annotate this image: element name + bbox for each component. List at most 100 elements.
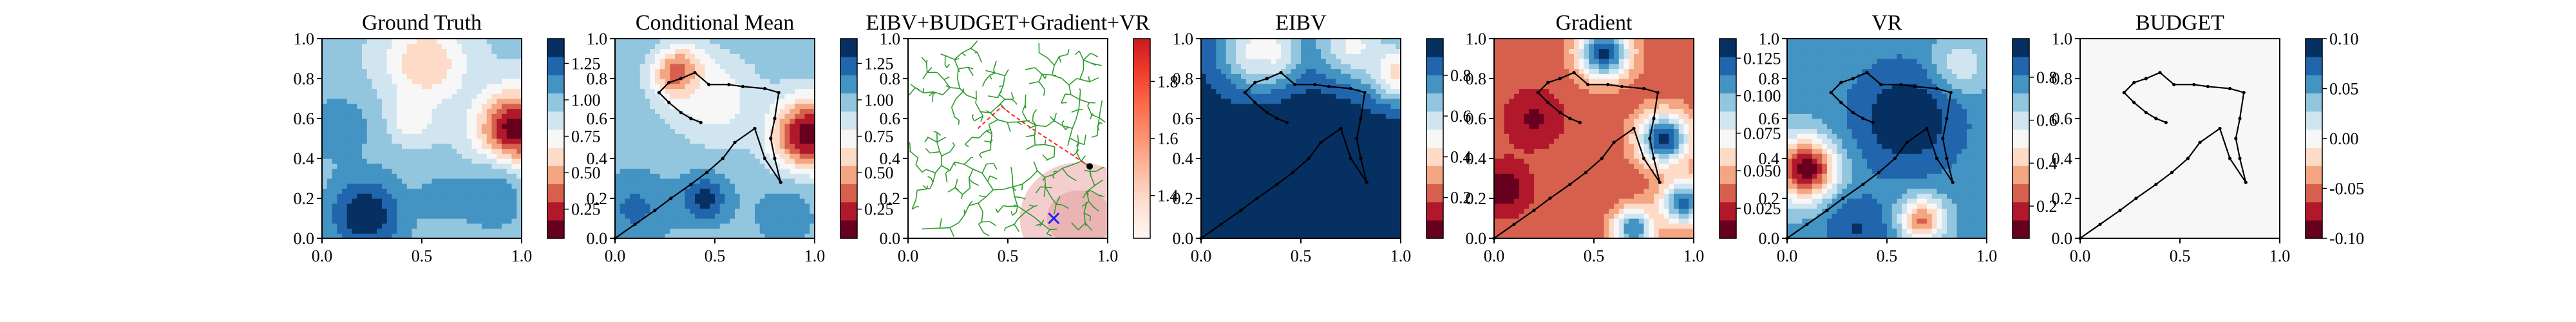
- heatmap-cell: [482, 68, 488, 74]
- heatmap-cell: [1281, 223, 1287, 229]
- heatmap-cell: [625, 188, 630, 194]
- heatmap-cell: [1231, 168, 1236, 174]
- heatmap-cell: [755, 153, 761, 159]
- heatmap-cell: [506, 213, 513, 219]
- heatmap-cell: [1285, 158, 1292, 164]
- y-tick-label: 1.0: [880, 30, 901, 48]
- heatmap-cell: [735, 88, 741, 94]
- heatmap-cell: [491, 108, 497, 114]
- heatmap-cell: [744, 143, 750, 149]
- tree-edge: [998, 104, 1001, 107]
- heatmap-cell: [1305, 188, 1312, 194]
- heatmap-cell: [790, 183, 795, 189]
- tree-edge: [933, 131, 938, 133]
- heatmap-cell: [804, 53, 810, 59]
- heatmap-cell: [784, 203, 790, 209]
- heatmap-cell: [377, 103, 383, 109]
- heatmap-cell: [426, 178, 433, 184]
- heatmap-cell: [1325, 138, 1332, 144]
- heatmap-cell: [699, 163, 706, 169]
- heatmap-cell: [1305, 108, 1312, 114]
- heatmap-cell: [715, 178, 721, 184]
- heatmap-cell: [392, 48, 397, 54]
- heatmap-cell: [639, 133, 646, 139]
- heatmap-cell: [511, 59, 517, 64]
- heatmap-cell: [1201, 99, 1207, 104]
- heatmap-cell: [1211, 153, 1217, 159]
- heatmap-cell: [804, 59, 810, 64]
- heatmap-cell: [750, 128, 755, 134]
- heatmap-cell: [322, 208, 328, 214]
- heatmap-cell: [1241, 73, 1247, 79]
- heatmap-cell: [1261, 193, 1267, 199]
- heatmap-cell: [382, 99, 388, 104]
- heatmap-cell: [406, 143, 413, 149]
- heatmap-cell: [466, 59, 473, 64]
- heatmap-cell: [337, 143, 343, 149]
- heatmap-cell: [790, 63, 795, 70]
- heatmap-cell: [1265, 198, 1272, 204]
- heatmap-cell: [342, 153, 348, 159]
- heatmap-cell: [804, 99, 810, 104]
- heatmap-cell: [790, 123, 795, 129]
- heatmap-cell: [620, 188, 626, 194]
- tree-edge: [997, 205, 1004, 213]
- heatmap-cell: [690, 143, 696, 149]
- heatmap-cell: [1211, 178, 1217, 184]
- heatmap-cell: [659, 178, 666, 184]
- heatmap-cell: [482, 228, 488, 234]
- heatmap-cell: [665, 203, 670, 209]
- heatmap-cell: [1296, 173, 1302, 179]
- heatmap-cell: [482, 163, 488, 169]
- heatmap-cell: [625, 93, 630, 99]
- heatmap-cell: [462, 173, 468, 179]
- heatmap-cell: [362, 198, 368, 204]
- trajectory-waypoint: [779, 180, 782, 184]
- heatmap-cell: [1285, 88, 1292, 94]
- heatmap-cell: [342, 88, 348, 94]
- heatmap-cell: [466, 163, 473, 169]
- tree-edge: [1061, 102, 1067, 104]
- tree-edge: [965, 144, 969, 147]
- tree-edge: [1091, 135, 1098, 138]
- heatmap-cell: [744, 63, 750, 70]
- heatmap-cell: [679, 88, 686, 94]
- heatmap-cell: [442, 198, 448, 204]
- heatmap-cell: [675, 168, 681, 174]
- heatmap-cell: [1251, 79, 1256, 84]
- heatmap-cell: [1256, 48, 1262, 54]
- heatmap-cell: [431, 153, 437, 159]
- heatmap-cell: [710, 148, 715, 154]
- heatmap-cell: [1331, 153, 1336, 159]
- heatmap-cell: [1325, 218, 1332, 224]
- heatmap-cell: [1265, 43, 1272, 50]
- heatmap-cell: [417, 203, 422, 209]
- heatmap-cell: [362, 158, 368, 164]
- heatmap-cell: [1251, 213, 1256, 219]
- heatmap-cell: [422, 113, 428, 119]
- heatmap-cell: [670, 83, 676, 90]
- heatmap-cell: [1276, 148, 1282, 154]
- heatmap-cell: [659, 223, 666, 229]
- heatmap-cell: [779, 208, 786, 214]
- heatmap-cell: [750, 53, 755, 59]
- heatmap-cell: [1325, 79, 1332, 84]
- heatmap-cell: [719, 163, 726, 169]
- heatmap-cell: [779, 148, 786, 154]
- heatmap-cell: [366, 118, 373, 124]
- heatmap-cell: [1336, 53, 1341, 59]
- tree-edge: [1025, 135, 1035, 138]
- heatmap-cell: [724, 79, 730, 84]
- tree-edge: [1089, 77, 1099, 82]
- tree-edge: [974, 52, 978, 53]
- heatmap-cell: [486, 148, 493, 154]
- heatmap-cell: [1281, 168, 1287, 174]
- heatmap-cell: [346, 168, 353, 174]
- heatmap-cell: [770, 43, 775, 50]
- heatmap-cell: [1345, 233, 1352, 238]
- heatmap-cell: [735, 113, 741, 119]
- tree-edge: [945, 173, 948, 183]
- heatmap-cell: [1276, 158, 1282, 164]
- heatmap-cell: [442, 83, 448, 90]
- heatmap-cell: [1201, 203, 1207, 209]
